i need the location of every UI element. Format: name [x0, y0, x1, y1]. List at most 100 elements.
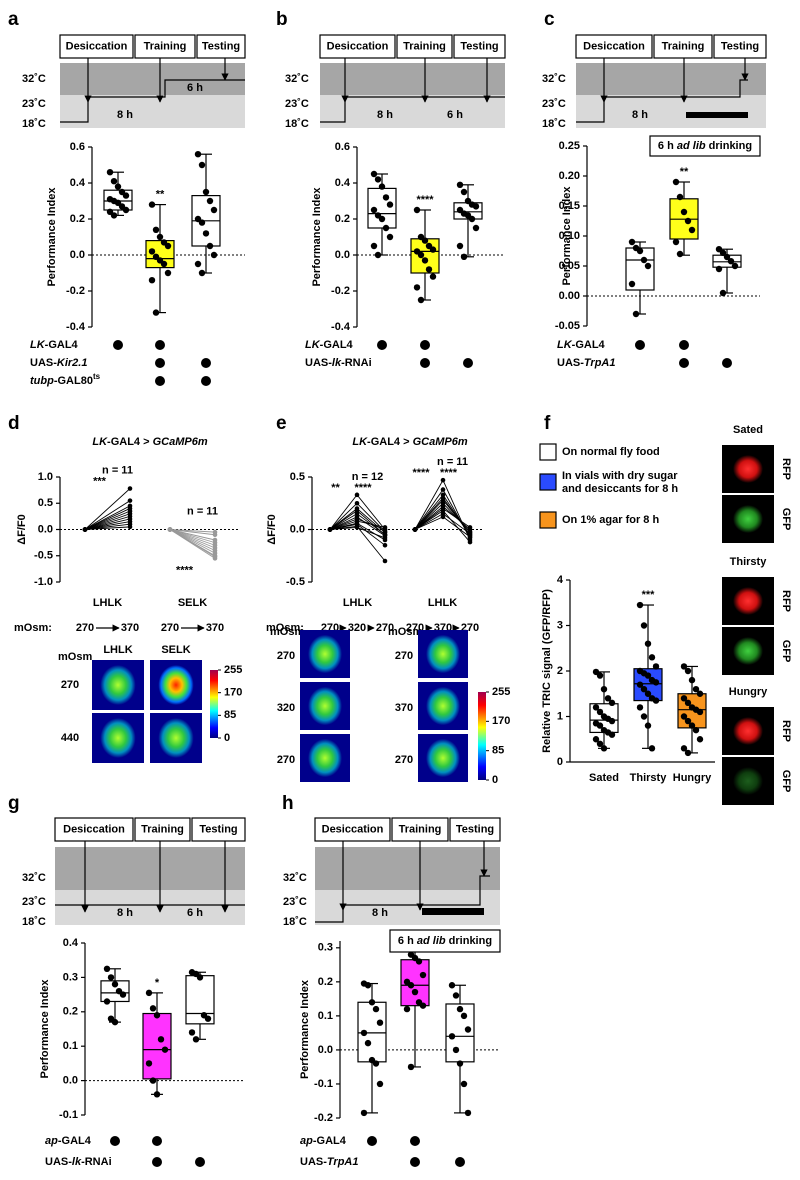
drinking-bar — [422, 908, 484, 915]
band-low — [320, 95, 505, 128]
trace — [169, 529, 216, 536]
trace — [84, 488, 131, 530]
text-part: 6 h — [658, 140, 677, 152]
y-axis-label: ΔF/F0 — [266, 514, 278, 545]
data-point — [456, 242, 464, 250]
text-part: UAS- — [30, 357, 57, 369]
data-point — [628, 280, 636, 288]
trace-point — [467, 534, 473, 540]
duration: 8 h — [377, 109, 393, 121]
panel-letter: h — [282, 793, 294, 814]
osm-value: 270 — [161, 622, 179, 634]
data-point — [600, 745, 608, 752]
data-point — [592, 736, 600, 743]
genotype-dot — [201, 358, 211, 368]
trace-point — [440, 500, 446, 506]
trace-point — [327, 527, 333, 532]
data-point — [632, 310, 640, 318]
panel-letter: f — [544, 413, 551, 434]
trace-point — [440, 477, 446, 483]
step-box — [134, 817, 191, 842]
panel-letter: e — [276, 413, 287, 434]
category-label: LHLK — [343, 597, 372, 609]
category-label: LHLK — [93, 597, 122, 609]
data-point — [110, 212, 118, 219]
text-part: UAS- — [300, 1156, 327, 1168]
text-part: -GAL4 — [45, 339, 79, 351]
heatmap-header: mOsm — [270, 626, 304, 638]
category-label: Thirsty — [630, 772, 668, 784]
cell-signal — [733, 455, 763, 483]
image-title: Hungry — [729, 686, 768, 698]
cell-signal — [733, 767, 763, 795]
legend-swatch — [539, 473, 557, 491]
data-point — [731, 262, 739, 270]
trace-point — [354, 511, 360, 517]
data-point — [636, 601, 644, 609]
duration: 6 h — [187, 82, 203, 94]
cell-signal — [733, 717, 763, 745]
y-axis-label: Relative TRIC signal (GFP/RFP) — [541, 589, 553, 753]
data-point — [680, 663, 688, 670]
temperature: 32˚C — [542, 73, 566, 85]
data-point — [370, 206, 378, 214]
trace-point — [354, 525, 360, 530]
data-point — [386, 201, 394, 208]
data-point — [374, 176, 382, 183]
trace-point — [412, 527, 418, 532]
significance: ** — [331, 482, 340, 494]
text-part: GCaMP6m — [413, 436, 468, 448]
data-point — [456, 1005, 464, 1013]
data-point — [376, 1019, 384, 1026]
y-tick-label: -0.4 — [331, 321, 351, 333]
data-point — [468, 215, 476, 223]
data-point — [210, 251, 218, 259]
trace-point — [440, 508, 446, 513]
genotype-label: UAS-TrpA1 — [557, 357, 615, 369]
y-tick-label: 0.0 — [318, 1044, 333, 1056]
heatmap-blob — [100, 665, 136, 705]
colorbar-label: 85 — [224, 709, 236, 721]
temperature: 18˚C — [285, 118, 309, 130]
y-tick-label: -0.2 — [66, 285, 85, 297]
data-point — [692, 726, 700, 734]
data-point — [600, 686, 608, 693]
drinking-bar — [686, 112, 748, 118]
y-tick-label: -0.1 — [314, 1078, 333, 1090]
temperature-trace — [576, 79, 748, 123]
data-point — [628, 238, 636, 246]
data-point — [368, 999, 376, 1006]
heatmap-header: mOsm — [388, 626, 422, 638]
temperature-trace — [60, 79, 245, 123]
text-part: -RNAi — [81, 1156, 112, 1168]
heatmap-row: 270 — [277, 754, 295, 766]
heatmap-row: 270 — [395, 650, 413, 662]
trace-point — [440, 511, 446, 517]
duration: 8 h — [117, 907, 133, 919]
data-point — [364, 982, 372, 989]
y-tick-label: 0.0 — [335, 249, 350, 261]
text-part: 6 h — [398, 935, 417, 947]
trace-point — [354, 492, 360, 498]
data-point — [152, 226, 160, 233]
y-tick-label: -0.2 — [314, 1112, 333, 1124]
data-point — [160, 260, 168, 268]
osm-value: 270 — [76, 622, 94, 634]
data-point — [684, 717, 692, 725]
y-tick-label: 0.05 — [559, 260, 580, 272]
genotype-label: ap-GAL4 — [300, 1135, 347, 1147]
data-point — [452, 1046, 460, 1054]
data-point — [680, 208, 688, 216]
genotype-dot — [367, 1136, 377, 1146]
data-point — [103, 998, 111, 1005]
data-point — [464, 1109, 472, 1117]
trace-point — [467, 525, 473, 530]
data-point — [460, 1080, 468, 1088]
heatmap-column: LHLK — [103, 644, 132, 656]
y-tick-label: 0.10 — [559, 230, 580, 242]
genotype-dot — [420, 358, 430, 368]
band-high — [60, 63, 245, 95]
y-tick-label: 0.20 — [559, 170, 580, 182]
duration: 8 h — [632, 109, 648, 121]
text-part: -GAL4 > — [107, 436, 153, 448]
